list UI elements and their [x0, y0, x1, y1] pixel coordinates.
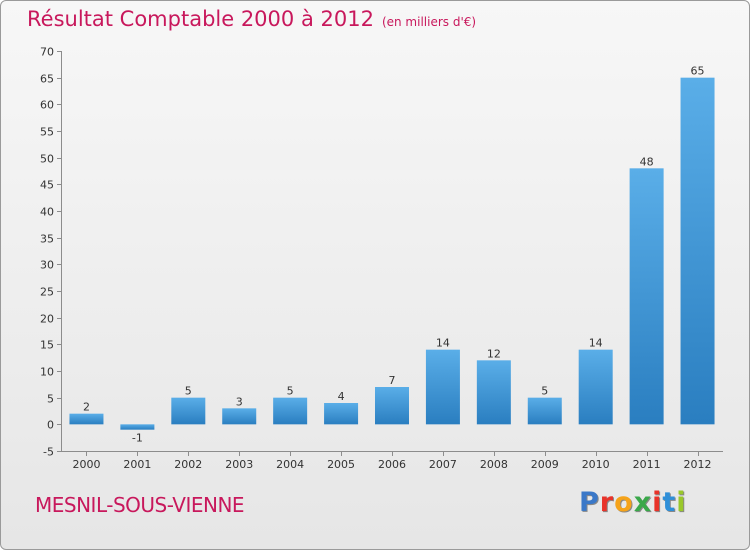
- bar-value-label: 5: [287, 385, 294, 398]
- y-tick-label: 40: [40, 206, 54, 219]
- x-tick-label: 2003: [225, 458, 253, 471]
- bar-value-label: 12: [487, 347, 501, 360]
- town-name: MESNIL-SOUS-VIENNE: [35, 493, 245, 517]
- y-tick-label: 35: [40, 233, 54, 246]
- x-tick-label: 2007: [429, 458, 457, 471]
- bar-2011: [629, 168, 664, 425]
- bar-2010: [578, 349, 613, 425]
- x-tick-label: 2009: [531, 458, 559, 471]
- bar-2009: [527, 397, 562, 425]
- bar-value-label: 5: [185, 385, 192, 398]
- bar-2001: [120, 424, 155, 430]
- y-tick-label: 50: [40, 153, 54, 166]
- bar-2005: [324, 403, 359, 425]
- bar-value-label: 7: [389, 374, 396, 387]
- bar-2006: [375, 387, 409, 425]
- bar-2007: [425, 349, 460, 425]
- bar-value-label: 14: [589, 337, 603, 350]
- logo-letter: i: [676, 487, 687, 518]
- y-tick-label: 65: [40, 73, 54, 86]
- bar-value-label: 14: [436, 337, 450, 350]
- chart-subtitle: (en milliers d'€): [381, 15, 477, 29]
- y-tick-label: 5: [47, 393, 54, 406]
- bar-2012: [680, 77, 715, 425]
- logo-letter: o: [614, 487, 634, 518]
- y-tick-label: 45: [40, 179, 54, 192]
- bar-value-label: 5: [541, 385, 548, 398]
- x-tick-label: 2010: [582, 458, 610, 471]
- bar-2000: [69, 413, 104, 425]
- bar-value-label: -1: [132, 432, 143, 445]
- bar-2004: [273, 397, 308, 425]
- logo-letter: t: [662, 487, 677, 518]
- logo-letter: i: [652, 487, 663, 518]
- y-tick-label: 0: [47, 419, 54, 432]
- x-tick-label: 2006: [378, 458, 406, 471]
- logo-letter: x: [633, 487, 653, 518]
- y-tick-label: 15: [40, 339, 54, 352]
- bar-value-label: 48: [640, 155, 654, 168]
- bar-2003: [222, 408, 257, 425]
- y-tick-label: 30: [40, 259, 54, 272]
- x-tick-label: 2012: [684, 458, 712, 471]
- logo-letter: r: [599, 487, 615, 518]
- y-tick-label: 10: [40, 366, 54, 379]
- x-tick-label: 2004: [276, 458, 304, 471]
- logo-letter: P: [579, 487, 600, 518]
- x-tick-label: 2000: [72, 458, 100, 471]
- bar-value-label: 65: [691, 65, 705, 78]
- x-tick-label: 2011: [633, 458, 661, 471]
- y-tick-label: 55: [40, 126, 54, 139]
- bar-value-label: 3: [236, 395, 243, 408]
- y-tick-label: 25: [40, 286, 54, 299]
- y-tick-label: 20: [40, 313, 54, 326]
- bar-2008: [476, 360, 511, 425]
- x-tick-label: 2008: [480, 458, 508, 471]
- x-tick-label: 2002: [174, 458, 202, 471]
- bar-value-label: 4: [338, 390, 345, 403]
- y-tick-label: 60: [40, 99, 54, 112]
- proxiti-logo: Proxiti: [579, 487, 687, 518]
- x-tick-label: 2001: [123, 458, 151, 471]
- y-tick-label: 70: [40, 46, 54, 59]
- chart-title: Résultat Comptable 2000 à 2012 (en millie…: [27, 7, 477, 31]
- bar-value-label: 2: [83, 401, 90, 414]
- bar-2002: [171, 397, 206, 425]
- x-tick-label: 2005: [327, 458, 355, 471]
- y-tick-label: -5: [43, 446, 54, 459]
